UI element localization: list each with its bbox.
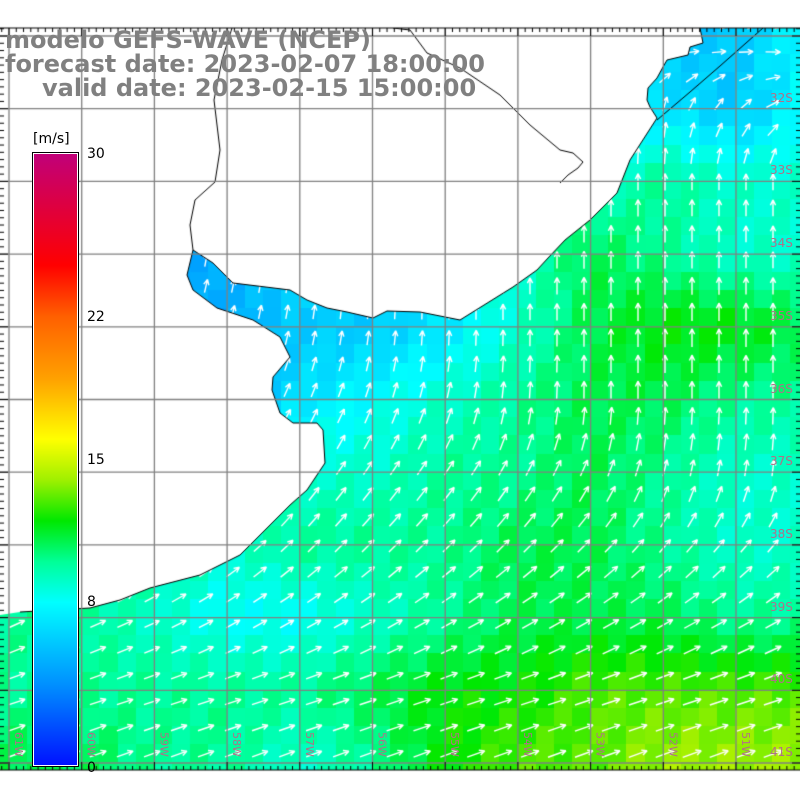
longitude-label: 60W (84, 732, 98, 757)
longitude-label: 51W (739, 732, 752, 757)
longitude-label: 56W (375, 732, 389, 757)
title-forecast-date: forecast date: 2023-02-07 18:00:00 (5, 50, 485, 78)
longitude-label: 61W (12, 732, 25, 757)
colorbar-unit: [m/s] (33, 131, 70, 147)
latitude-label: 35S (770, 308, 793, 323)
longitude-label: 52W (666, 732, 680, 757)
latitude-label: 38S (770, 526, 793, 541)
colorbar (32, 152, 79, 767)
title-valid-date: valid date: 2023-02-15 15:00:00 (42, 74, 477, 102)
longitude-label: 55W (448, 732, 462, 757)
latitude-label: 41S (770, 745, 793, 759)
title-model: modelo GEFS-WAVE (NCEP) (5, 26, 371, 54)
latitude-label: 32S (770, 90, 793, 105)
latitude-label: 40S (770, 672, 793, 687)
longitude-label: 58W (230, 732, 244, 757)
colorbar-label: 15 (87, 451, 105, 468)
latitude-label: 36S (770, 381, 793, 396)
latitude-label: 37S (770, 454, 793, 469)
colorbar-label: 22 (87, 308, 105, 325)
latitude-label: 39S (770, 599, 793, 614)
latitude-label: 33S (770, 163, 793, 178)
longitude-label: 54W (520, 732, 534, 757)
latitude-label: 34S (770, 236, 793, 251)
longitude-label: 59W (157, 732, 171, 757)
colorbar-label: 30 (87, 146, 105, 162)
longitude-label: 53W (593, 732, 607, 757)
colorbar-label: 8 (87, 594, 96, 611)
colorbar-label: 0 (87, 760, 96, 776)
longitude-label: 57W (302, 732, 316, 757)
